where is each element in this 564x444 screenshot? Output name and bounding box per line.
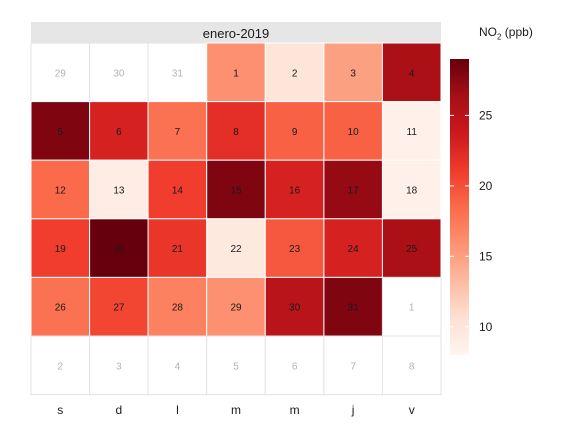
day-cell	[264, 159, 325, 220]
day-label: 25	[406, 244, 418, 255]
day-cell	[381, 276, 442, 337]
weekday-label: m	[290, 403, 300, 417]
legend-tick-label: 25	[479, 108, 493, 122]
day-label: 29	[230, 303, 242, 314]
day-cell	[30, 276, 91, 337]
day-cell	[381, 335, 442, 396]
day-label: 3	[116, 361, 122, 372]
legend-tick-label: 15	[479, 249, 493, 263]
day-cell	[89, 335, 149, 396]
day-label: 1	[233, 68, 239, 79]
day-cell	[206, 276, 266, 337]
day-cell	[89, 101, 149, 161]
day-label: 7	[350, 361, 356, 372]
day-label: 15	[230, 186, 242, 197]
day-label: 13	[113, 186, 125, 197]
day-label: 5	[58, 127, 64, 138]
weekday-label: s	[57, 403, 63, 417]
weekday-label: m	[231, 403, 241, 417]
day-cell	[323, 335, 383, 396]
day-label: 4	[175, 361, 181, 372]
day-cell	[264, 42, 325, 103]
day-label: 3	[350, 68, 356, 79]
day-cell	[323, 42, 383, 103]
legend-title: NO2 (ppb)	[479, 25, 533, 41]
day-cell	[30, 218, 91, 278]
day-label: 8	[409, 361, 415, 372]
legend-tick-label: 20	[479, 179, 493, 193]
weekday-label: j	[351, 403, 355, 417]
day-cell	[381, 42, 442, 103]
legend-tick-label: 10	[479, 320, 493, 334]
day-cell	[147, 218, 208, 278]
day-label: 29	[55, 68, 67, 79]
day-cell	[264, 276, 325, 337]
day-label: 6	[116, 127, 122, 138]
day-label: 16	[289, 186, 301, 197]
day-label: 6	[292, 361, 298, 372]
day-label: 4	[409, 68, 415, 79]
day-label: 24	[348, 244, 360, 255]
day-label: 2	[292, 68, 298, 79]
day-cell	[323, 101, 383, 161]
weekday-label: d	[116, 403, 123, 417]
day-label: 5	[233, 361, 239, 372]
day-cell	[30, 159, 91, 220]
day-label: 31	[348, 303, 360, 314]
weekday-label: l	[176, 403, 179, 417]
day-cell	[147, 276, 208, 337]
legend-ticks: 10 15 20 25	[450, 108, 493, 334]
day-cell	[206, 101, 266, 161]
day-label: 19	[55, 244, 67, 255]
chart-title: enero-2019	[203, 26, 270, 41]
day-cell	[381, 159, 442, 220]
day-label: 22	[230, 244, 242, 255]
day-label: 8	[233, 127, 239, 138]
day-cell	[323, 276, 383, 337]
day-label: 27	[113, 303, 125, 314]
day-label: 14	[172, 186, 184, 197]
day-cell	[147, 335, 208, 396]
day-cell	[30, 101, 91, 161]
legend-colorbar	[450, 59, 469, 355]
day-label: 18	[406, 186, 418, 197]
day-label: 11	[407, 127, 418, 138]
day-label: 31	[172, 68, 184, 79]
day-cell	[381, 218, 442, 278]
day-label: 23	[289, 244, 301, 255]
panel-strip	[31, 22, 441, 43]
day-label: 7	[175, 127, 181, 138]
day-label: 28	[172, 303, 184, 314]
weekday-label: v	[409, 403, 415, 417]
day-label: 30	[289, 303, 301, 314]
day-cell	[206, 335, 266, 396]
day-label: 20	[113, 244, 125, 255]
day-label: 10	[348, 127, 360, 138]
day-cell	[323, 218, 383, 278]
day-cell	[264, 101, 325, 161]
legend-title-sub: 2	[497, 32, 502, 42]
day-cell	[381, 101, 442, 161]
day-label: 21	[172, 244, 184, 255]
day-label: 12	[55, 186, 67, 197]
legend-title-main: NO	[479, 25, 497, 39]
day-label: 26	[55, 303, 67, 314]
day-cell	[30, 335, 91, 396]
legend-title-unit: (ppb)	[504, 25, 533, 39]
day-label: 2	[58, 361, 64, 372]
day-cell	[206, 218, 266, 278]
day-label: 9	[292, 127, 298, 138]
day-label: 30	[113, 68, 125, 79]
day-cell	[206, 159, 266, 220]
day-label: 17	[348, 186, 360, 197]
day-label: 1	[409, 303, 415, 314]
